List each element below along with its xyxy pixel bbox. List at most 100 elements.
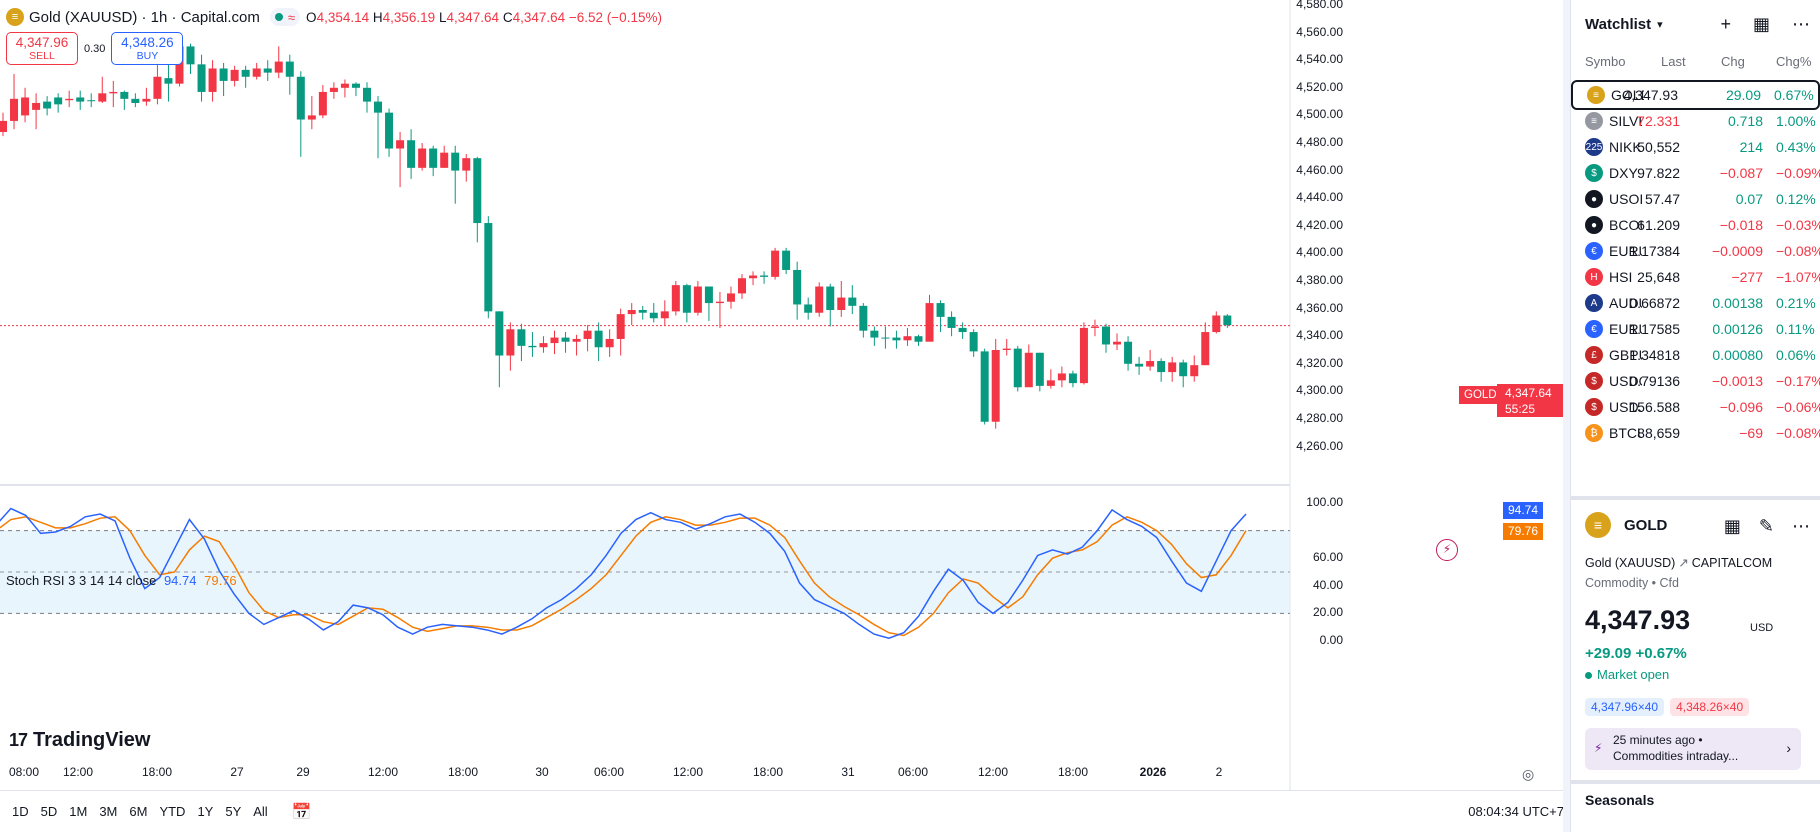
col-chg-percent[interactable]: Chg% <box>1776 54 1812 69</box>
panel-resize-strip[interactable] <box>1563 0 1570 832</box>
more-options-icon[interactable]: ⋯ <box>1792 516 1810 536</box>
range-button[interactable]: YTD <box>159 804 186 819</box>
lightning-icon[interactable]: ⚡ <box>1436 539 1458 561</box>
candle-body <box>1024 352 1033 388</box>
col-chg[interactable]: Chg <box>1721 54 1745 69</box>
watchlist-change-percent: −0.17% <box>1776 373 1820 389</box>
candle-body <box>826 286 835 310</box>
chart-canvas[interactable] <box>0 0 1350 790</box>
gold-bars-icon[interactable]: ≡ <box>6 8 24 26</box>
watchlist-row[interactable]: ₿ BTCUSD88,659 −69 −0.08% <box>1571 420 1820 446</box>
watchlist-row[interactable]: € EURUSD1.17585 0.00126 0.11% <box>1571 316 1820 342</box>
watchlist-row[interactable]: ≡ SILVER72.331 0.718 1.00% <box>1571 108 1820 134</box>
layout-grid-icon[interactable]: ▦ <box>1752 14 1770 34</box>
watchlist-change: 214 <box>1739 139 1763 155</box>
candle-body <box>307 115 316 120</box>
add-symbol-icon[interactable]: + <box>1720 14 1731 34</box>
symbol-title[interactable]: Gold (XAUUSD) · 1h · Capital.com <box>29 8 260 26</box>
candle-body <box>1124 341 1133 364</box>
seasonals-title[interactable]: Seasonals <box>1585 792 1655 808</box>
gb-us-flag-icon: £ <box>1585 346 1603 364</box>
candle-body <box>605 338 614 348</box>
price-axis-label: 4,500.00 <box>1296 107 1343 122</box>
time-axis-label: 31 <box>841 765 855 779</box>
candle-body <box>506 329 515 356</box>
external-link-icon[interactable]: ↗ <box>1678 556 1689 570</box>
watchlist-row[interactable]: H HSI 25,648 −277 −1.07% <box>1571 264 1820 290</box>
watchlist-symbol: EURUSD <box>1609 243 1642 259</box>
candle-body <box>351 83 360 88</box>
watchlist-row[interactable]: $ DXY 97.822 −0.087 −0.09% <box>1571 160 1820 186</box>
silver-icon: ≡ <box>1585 112 1603 130</box>
price-axis-label: 4,400.00 <box>1296 245 1343 260</box>
buy-button[interactable]: 4,348.26 BUY <box>111 32 184 65</box>
ask-pill[interactable]: 4,348.26×40 <box>1670 698 1750 716</box>
details-symbol[interactable]: GOLD <box>1624 516 1668 534</box>
col-last[interactable]: Last <box>1661 54 1686 69</box>
watchlist-row[interactable]: 225 NIKKEI50,552 214 0.43% <box>1571 134 1820 160</box>
candle-body <box>1113 341 1122 345</box>
price-axis[interactable]: 4,580.00 4,560.00 4,540.00 4,520.00 4,500.00… <box>1290 0 1347 485</box>
range-button[interactable]: 5D <box>40 804 58 819</box>
watchlist-last: 97.822 <box>1637 165 1680 181</box>
range-button[interactable]: 3M <box>99 804 118 819</box>
candle-body <box>804 304 813 313</box>
candle-body <box>1146 361 1155 367</box>
range-button[interactable]: 6M <box>129 804 148 819</box>
bid-pill[interactable]: 4,347.96×40 <box>1585 698 1665 716</box>
watchlist-row[interactable]: A AUDUSD0.66872 0.00138 0.21% <box>1571 290 1820 316</box>
market-status-pills[interactable]: ≈ <box>269 8 301 26</box>
news-card[interactable]: ⚡ 25 minutes ago • Commodities intraday.… <box>1585 728 1801 770</box>
candle-body <box>1201 332 1210 366</box>
watchlist-row[interactable]: ● BCOUSD61.209 −0.018 −0.03% <box>1571 212 1820 238</box>
sell-button[interactable]: 4,347.96 SELL <box>6 32 78 65</box>
range-button[interactable]: 1D <box>12 804 29 819</box>
watchlist-change-percent: 0.11% <box>1776 321 1815 337</box>
range-button[interactable]: 1Y <box>197 804 214 819</box>
watchlist-row[interactable]: $ USDJPY156.588 −0.096 −0.06% <box>1571 394 1820 420</box>
watchlist-change-percent: −0.03% <box>1776 217 1820 233</box>
spread-value: 0.30 <box>84 42 106 55</box>
edit-icon[interactable]: ✎ <box>1758 516 1774 536</box>
range-button[interactable]: 5Y <box>225 804 242 819</box>
tradingview-logo[interactable]: 17 TradingView <box>9 729 151 751</box>
section-divider[interactable] <box>1571 496 1820 500</box>
more-options-icon[interactable]: ⋯ <box>1792 14 1810 34</box>
candle-body <box>1223 315 1232 326</box>
indicator-axis-label: 60.00 <box>1312 550 1343 565</box>
range-button[interactable]: All <box>253 804 268 819</box>
stoch-rsi-legend[interactable]: Stoch RSI 3 3 14 14 close 94.74 79.76 <box>6 573 237 588</box>
watchlist-title[interactable]: Watchlist <box>1585 15 1652 33</box>
settings-icon[interactable]: ◎ <box>1522 766 1535 782</box>
candle-body <box>1079 327 1088 384</box>
candle-body <box>407 140 416 168</box>
range-button[interactable]: 1M <box>69 804 88 819</box>
watchlist-symbol: GBPUSD <box>1609 347 1642 363</box>
watchlist-change-percent: 1.00% <box>1776 113 1816 129</box>
chart-area[interactable]: ≡ Gold (XAUUSD) · 1h · Capital.com ≈ O4,… <box>0 0 1570 832</box>
candle-body <box>649 312 658 319</box>
col-symbol[interactable]: Symbo <box>1585 54 1626 69</box>
chevron-down-icon[interactable]: ▾ <box>1657 18 1663 31</box>
candle-body <box>892 337 901 341</box>
clock-label[interactable]: 08:04:34 UTC+7 <box>1468 804 1564 819</box>
watchlist-row[interactable]: $ USDCAD0.79136 −0.0013 −0.17% <box>1571 368 1820 394</box>
trade-buttons: 4,347.96 SELL 0.30 4,348.26 BUY <box>6 32 184 65</box>
watchlist-change-percent: 0.43% <box>1776 139 1816 155</box>
watchlist-change: 0.00126 <box>1712 321 1763 337</box>
candle-body <box>109 91 118 94</box>
stoch-d-line <box>0 515 1247 637</box>
watchlist-row[interactable]: £ GBPUSD1.34818 0.00080 0.06% <box>1571 342 1820 368</box>
candle-body <box>374 101 383 113</box>
watchlist-change: 0.718 <box>1727 113 1763 129</box>
price-axis-label: 4,480.00 <box>1296 135 1343 149</box>
calendar-icon[interactable]: 📅 <box>291 803 312 821</box>
watchlist-column-headers: Symbo Last Chg Chg% <box>1571 52 1820 74</box>
watchlist-row[interactable]: ● USOIL57.47 0.07 0.12% <box>1571 186 1820 212</box>
indicator-axis[interactable]: 100.00 60.00 40.00 20.00 0.00 <box>1290 487 1347 657</box>
candle-body <box>528 345 537 348</box>
candle-body <box>782 250 791 270</box>
watchlist-row[interactable]: € EURUSD1.17384 −0.0009 −0.08% <box>1571 238 1820 264</box>
grid-view-icon[interactable]: ▦ <box>1723 516 1741 536</box>
